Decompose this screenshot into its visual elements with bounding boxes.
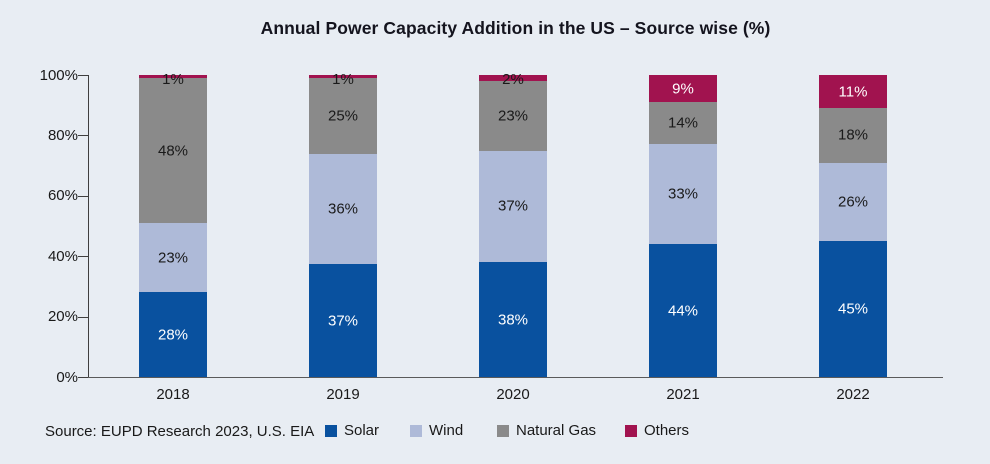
bar-segment-wind-2018: 23% (139, 223, 207, 293)
legend-label-natural-gas: Natural Gas (516, 422, 597, 439)
data-label-natural-gas-2020: 23% (497, 107, 529, 125)
y-tick-label-80: 80% (47, 126, 78, 144)
bar-2018: 28% 23% 48% 1% (139, 71, 207, 377)
data-label-solar-2022: 45% (837, 300, 869, 318)
data-label-others-2019: 1% (332, 71, 354, 89)
x-axis-label-2020: 2020 (496, 386, 530, 403)
legend-item-wind: Wind (410, 422, 463, 439)
legend-item-others: Others (625, 422, 689, 439)
legend-item-natural-gas: Natural Gas (497, 422, 596, 439)
bar-segment-natural-gas-2018: 48% (139, 78, 207, 223)
data-label-natural-gas-2022: 18% (837, 126, 869, 144)
x-axis-label-2019: 2019 (326, 386, 360, 403)
data-label-wind-2022: 26% (837, 193, 869, 211)
data-label-others-2021: 9% (672, 80, 694, 98)
data-label-solar-2019: 37% (327, 312, 359, 330)
y-tick-0 (78, 377, 88, 378)
data-label-natural-gas-2021: 14% (667, 114, 699, 132)
legend-swatch-icon-others (625, 424, 637, 437)
bar-2021: 44% 33% 14% 9% (649, 75, 717, 377)
y-tick-label-0: 0% (56, 368, 78, 386)
data-label-wind-2019: 36% (327, 200, 359, 218)
bar-segment-solar-2019: 37% (309, 264, 377, 377)
bar-segment-natural-gas-2021: 14% (649, 102, 717, 145)
bar-segment-solar-2022: 45% (819, 241, 887, 377)
y-tick-label-40: 40% (47, 247, 78, 265)
legend-label-wind: Wind (429, 422, 464, 439)
bar-2020: 38% 37% 23% 2% (479, 71, 547, 377)
chart-title: Annual Power Capacity Addition in the US… (260, 18, 771, 38)
bar-segment-natural-gas-2019: 25% (309, 78, 377, 155)
source-note: Source: EUPD Research 2023, U.S. EIA (45, 423, 315, 440)
y-tick-100 (78, 75, 88, 76)
bar-segment-natural-gas-2020: 23% (479, 81, 547, 151)
legend-label-solar: Solar (344, 422, 380, 439)
data-label-others-2020: 2% (502, 71, 524, 89)
bar-segment-wind-2022: 26% (819, 162, 887, 242)
bar-segment-wind-2020: 37% (479, 150, 547, 263)
bar-segment-others-2022: 11% (819, 75, 887, 109)
bar-segment-natural-gas-2022: 18% (819, 108, 887, 163)
legend-swatch-icon-solar (325, 424, 337, 437)
bar-segment-others-2021: 9% (649, 75, 717, 103)
bar-segment-wind-2021: 33% (649, 144, 717, 245)
x-axis-label-2022: 2022 (836, 386, 870, 403)
legend-swatch-icon-natural-gas (497, 424, 509, 437)
bar-2022: 45% 26% 18% 11% (819, 75, 887, 377)
y-tick-60 (78, 195, 88, 197)
plot-area: 0% 20% 40% 60% 80% 100% 28% 23% 48% 1% 2018 37% 36% 2… (40, 67, 943, 403)
legend: Solar Wind Natural Gas Others (325, 422, 825, 440)
x-axis (88, 377, 943, 378)
legend-label-others: Others (644, 422, 690, 439)
bar-segment-solar-2020: 38% (479, 262, 547, 377)
data-label-others-2022: 11% (838, 83, 868, 101)
data-label-solar-2018: 28% (157, 326, 189, 344)
y-tick-label-60: 60% (47, 187, 78, 205)
y-tick-label-100: 100% (39, 66, 78, 84)
bar-segment-solar-2018: 28% (139, 292, 207, 377)
legend-swatch-icon-wind (410, 424, 422, 437)
x-axis-label-2021: 2021 (666, 386, 700, 403)
data-label-wind-2021: 33% (667, 185, 699, 203)
data-label-wind-2020: 37% (497, 197, 529, 215)
y-axis (88, 75, 89, 378)
legend-item-solar: Solar (325, 422, 379, 439)
y-tick-80 (78, 135, 88, 137)
data-label-solar-2020: 38% (497, 311, 529, 329)
bar-segment-others-2018: 1% (139, 71, 207, 88)
bar-segment-others-2020: 2% (479, 71, 547, 88)
bar-2019: 37% 36% 25% 1% (309, 71, 377, 377)
x-axis-label-2018: 2018 (156, 386, 190, 403)
data-label-natural-gas-2018: 48% (157, 142, 189, 159)
data-label-wind-2018: 23% (157, 249, 189, 267)
bar-segment-solar-2021: 44% (649, 244, 717, 377)
bar-segment-wind-2019: 36% (309, 154, 377, 265)
data-label-natural-gas-2019: 25% (327, 107, 359, 125)
y-tick-label-20: 20% (47, 308, 78, 326)
data-label-solar-2021: 44% (667, 302, 699, 320)
bar-segment-others-2019: 1% (309, 71, 377, 88)
y-tick-40 (78, 256, 88, 258)
y-tick-20 (78, 316, 88, 318)
data-label-others-2018: 1% (162, 71, 184, 89)
